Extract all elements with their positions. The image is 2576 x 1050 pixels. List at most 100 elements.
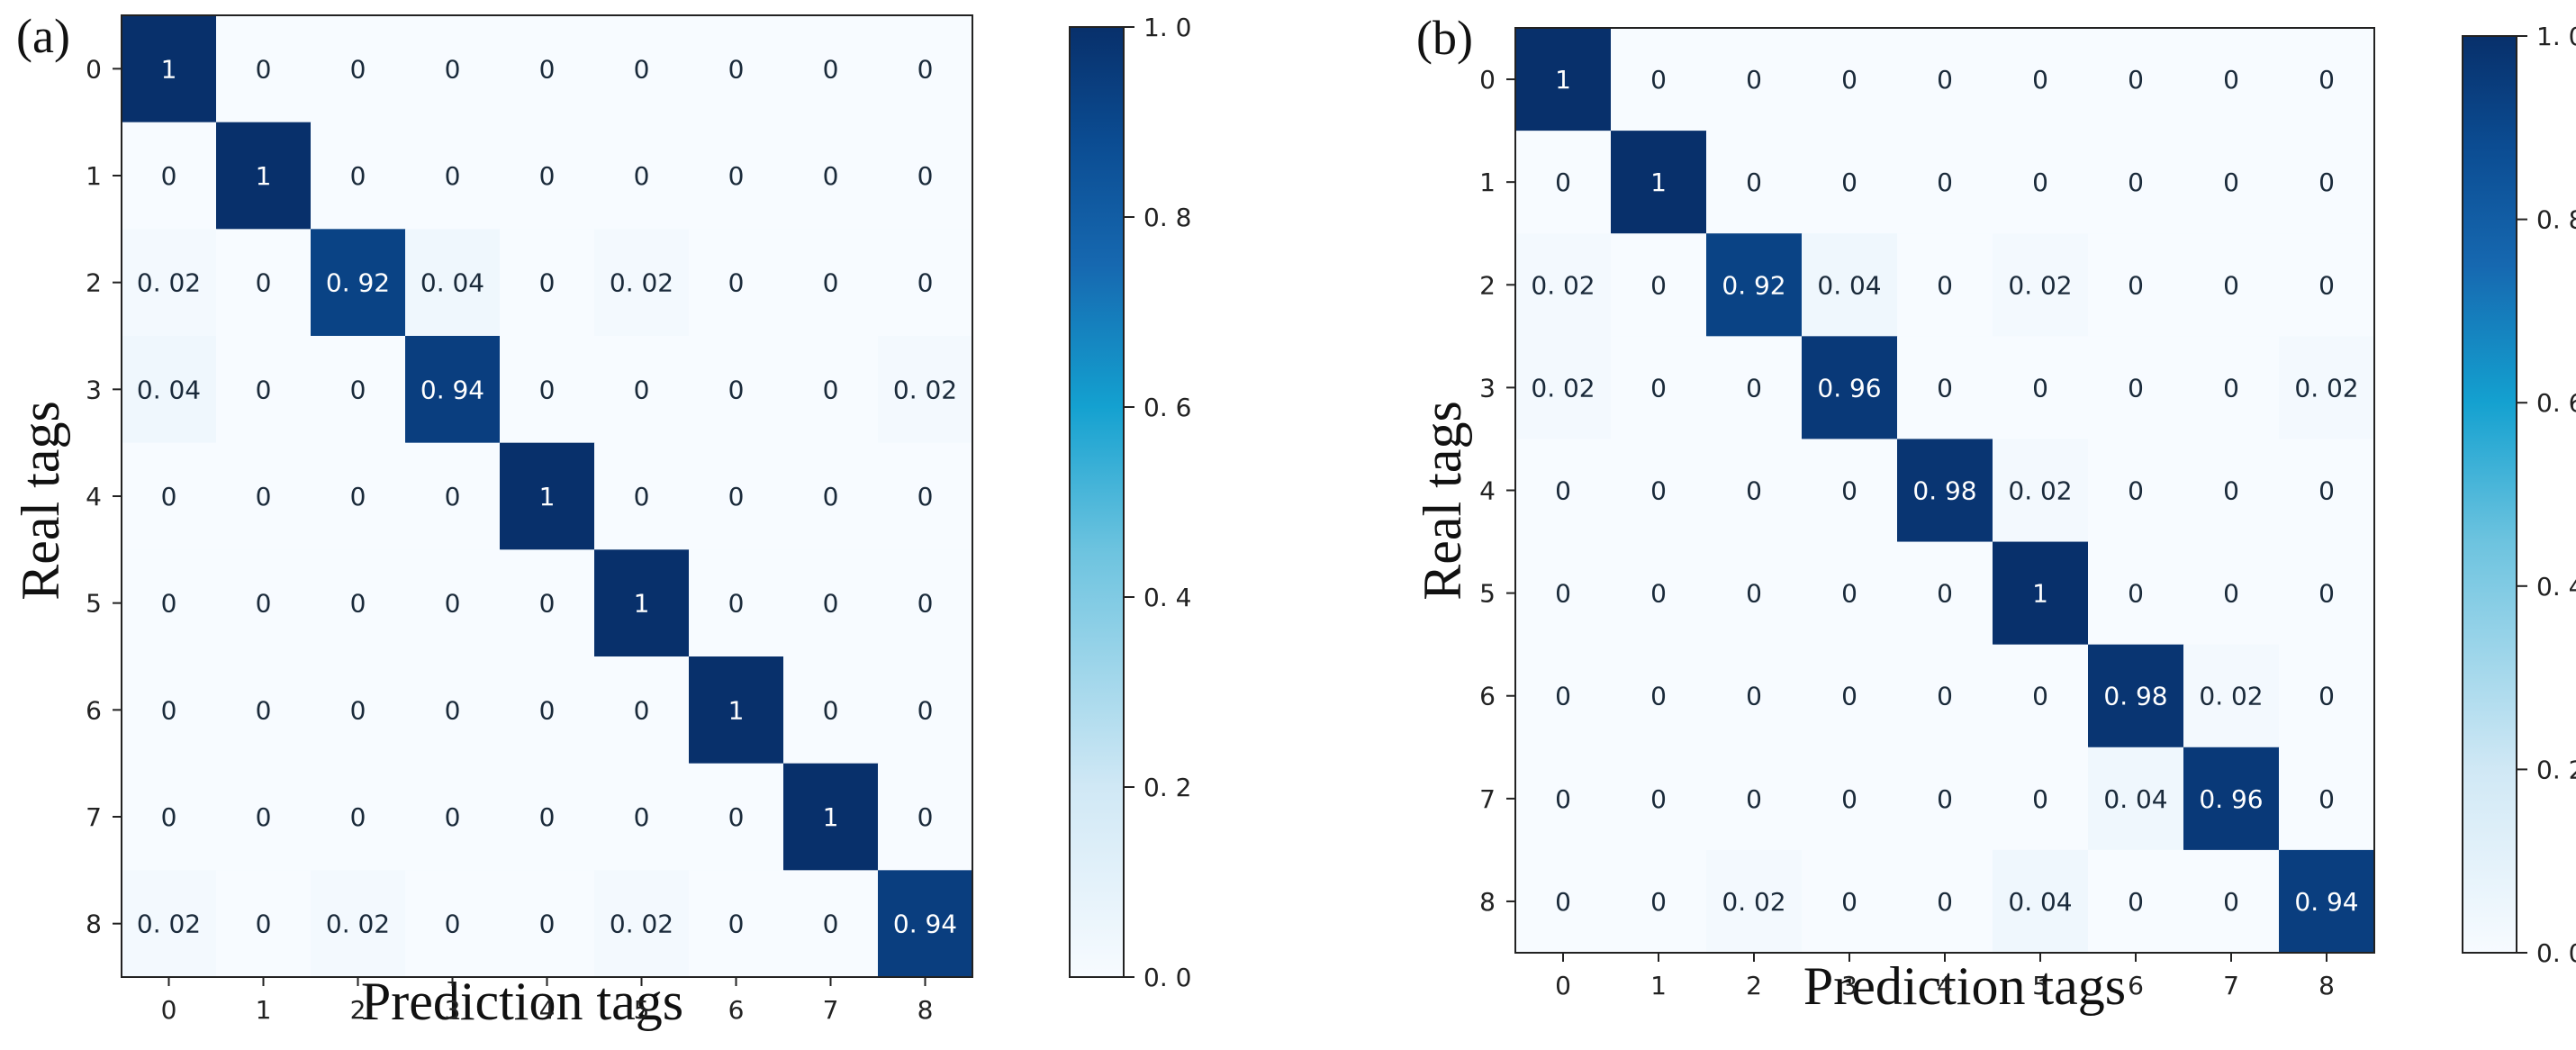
heatmap-cell-b-r3-c0 [1515,336,1612,439]
cell-label-a-r3-c1: 0 [256,375,272,404]
x-tick-label-b-7: 7 [2223,971,2239,1000]
heatmap-cell-a-r2-c3 [405,229,501,337]
heatmap-cell-b-r2-c1 [1611,233,1707,337]
heatmap-cell-b-r3-c5 [1993,336,2089,439]
cell-label-b-r7-c6: 0. 04 [2103,784,2167,814]
cell-label-b-r6-c3: 0 [1841,682,1857,711]
heatmap-cell-b-r5-c3 [1802,541,1898,646]
heatmap-cell-b-r2-c2 [1706,233,1803,337]
heatmap-cell-a-r8-c6 [689,870,784,978]
cell-label-b-r7-c1: 0 [1650,784,1667,814]
cell-label-b-r2-c1: 0 [1650,270,1667,300]
cell-label-a-r1-c7: 0 [823,161,839,191]
cell-label-b-r3-c6: 0 [2128,373,2144,403]
x-axis-title-b: Prediction tags [1803,956,2126,1016]
y-tick-label-b-7: 7 [1479,784,1496,814]
cell-label-a-r0-c5: 0 [634,54,650,84]
heatmap-cell-b-r0-c1 [1611,28,1707,131]
cell-label-b-r3-c5: 0 [2032,373,2048,403]
y-tick-label-a-4: 4 [86,482,102,511]
y-tick-label-a-3: 3 [86,375,102,404]
panel-a: (a) 1 0 0 0 0 0 0 0 00 1 0 0 0 0 0 0 00. 02 0 0. 92 0. 04 0 0… [11,9,1191,1031]
heatmap-cell-a-r3-c2 [311,336,406,444]
cell-label-b-r2-c2: 0. 92 [1722,270,1785,300]
cell-label-b-r8-c8: 0. 94 [2294,887,2358,917]
cell-label-a-r7-c0: 0 [161,802,177,832]
heatmap-cell-a-r3-c7 [783,336,879,444]
heatmap-cell-b-r8-c6 [2088,849,2184,954]
heatmap-cell-b-r2-c8 [2279,233,2375,337]
cell-label-b-r1-c7: 0 [2223,167,2239,197]
x-tick-label-b-0: 0 [1555,971,1571,1000]
heatmap-cell-b-r2-c4 [1897,233,1993,337]
heatmap-cell-a-r6-c7 [783,656,879,765]
heatmap-cell-a-r3-c5 [594,336,690,444]
cell-label-b-r1-c4: 0 [1937,167,1953,197]
cell-label-b-r0-c6: 0 [2128,65,2144,95]
cell-label-a-r0-c0: 1 [161,54,177,84]
cell-label-b-r4-c4: 0. 98 [1912,476,1976,506]
heatmap-cell-a-r5-c8 [878,549,973,657]
heatmap-cell-b-r1-c7 [2183,131,2280,234]
heatmap-cell-b-r1-c3 [1802,131,1898,234]
colorbar-tick-label-a-3: 0. 6 [1143,393,1191,422]
cell-label-b-r7-c7: 0. 96 [2199,784,2263,814]
x-tick-label-b-2: 2 [1746,971,1762,1000]
cell-label-a-r7-c1: 0 [256,802,272,832]
cell-label-b-r4-c0: 0 [1555,476,1571,506]
heatmap-cell-a-r2-c2 [311,229,406,337]
heatmap-cell-b-r5-c5 [1993,541,2089,646]
cell-label-b-r2-c7: 0 [2223,270,2239,300]
cell-label-a-r5-c0: 0 [161,589,177,619]
cell-label-a-r5-c6: 0 [728,589,745,619]
colorbar-tick-label-b-0: 0. 0 [2536,938,2576,968]
cell-label-a-r1-c5: 0 [634,161,650,191]
cell-label-b-r7-c3: 0 [1841,784,1857,814]
cell-label-a-r4-c6: 0 [728,482,745,511]
cell-label-a-r8-c5: 0. 02 [610,910,673,939]
cell-label-a-r7-c7: 1 [823,802,839,832]
cell-label-b-r4-c3: 0 [1841,476,1857,506]
cell-label-b-r7-c4: 0 [1937,784,1953,814]
heatmap-cell-b-r0-c6 [2088,28,2184,131]
heatmap-cell-a-r3-c1 [216,336,312,444]
heatmap-cell-b-r7-c1 [1611,747,1707,851]
heatmap-cell-a-r7-c8 [878,763,973,871]
cell-label-b-r3-c4: 0 [1937,373,1953,403]
cell-label-b-r1-c0: 0 [1555,167,1571,197]
heatmap-cell-a-r7-c2 [311,763,406,871]
heatmap-cell-b-r6-c7 [2183,644,2280,748]
heatmap-cell-a-r8-c1 [216,870,312,978]
heatmap-cell-a-r5-c5 [594,549,690,657]
heatmap-cell-b-r3-c2 [1706,336,1803,439]
colorbar-tick-label-b-2: 0. 4 [2536,572,2576,602]
cell-label-b-r7-c5: 0 [2032,784,2048,814]
heatmap-cell-b-r1-c2 [1706,131,1803,234]
heatmap-cell-a-r1-c4 [500,122,595,230]
heatmap-cell-a-r0-c3 [405,15,501,123]
heatmap-cell-a-r5-c2 [311,549,406,657]
cell-label-a-r2-c1: 0 [256,268,272,298]
cell-label-a-r6-c7: 0 [823,695,839,725]
heatmap-cell-b-r3-c8 [2279,336,2375,439]
cell-label-b-r0-c4: 0 [1937,65,1953,95]
y-tick-label-b-8: 8 [1479,887,1496,917]
cell-label-b-r5-c5: 1 [2032,579,2048,609]
heatmap-cell-a-r1-c0 [122,122,217,230]
cell-label-a-r8-c8: 0. 94 [893,910,957,939]
cell-label-b-r5-c1: 0 [1650,579,1667,609]
heatmap-cell-b-r1-c1 [1611,131,1707,234]
y-tick-label-b-3: 3 [1479,373,1496,403]
heatmap-cell-a-r1-c8 [878,122,973,230]
x-ticks-a: 0 1 2 3 4 5 6 7 8 [161,977,933,1025]
heatmap-cell-a-r6-c4 [500,656,595,765]
heatmap-cell-b-r7-c4 [1897,747,1993,851]
cell-label-b-r6-c8: 0 [2318,682,2335,711]
heatmap-cell-a-r0-c2 [311,15,406,123]
y-tick-label-a-2: 2 [86,268,102,298]
heatmap-cell-a-r1-c6 [689,122,784,230]
heatmap-cell-b-r3-c1 [1611,336,1707,439]
cell-label-a-r2-c4: 0 [539,268,556,298]
heatmap-cell-a-r5-c1 [216,549,312,657]
cell-label-a-r8-c4: 0 [539,910,556,939]
